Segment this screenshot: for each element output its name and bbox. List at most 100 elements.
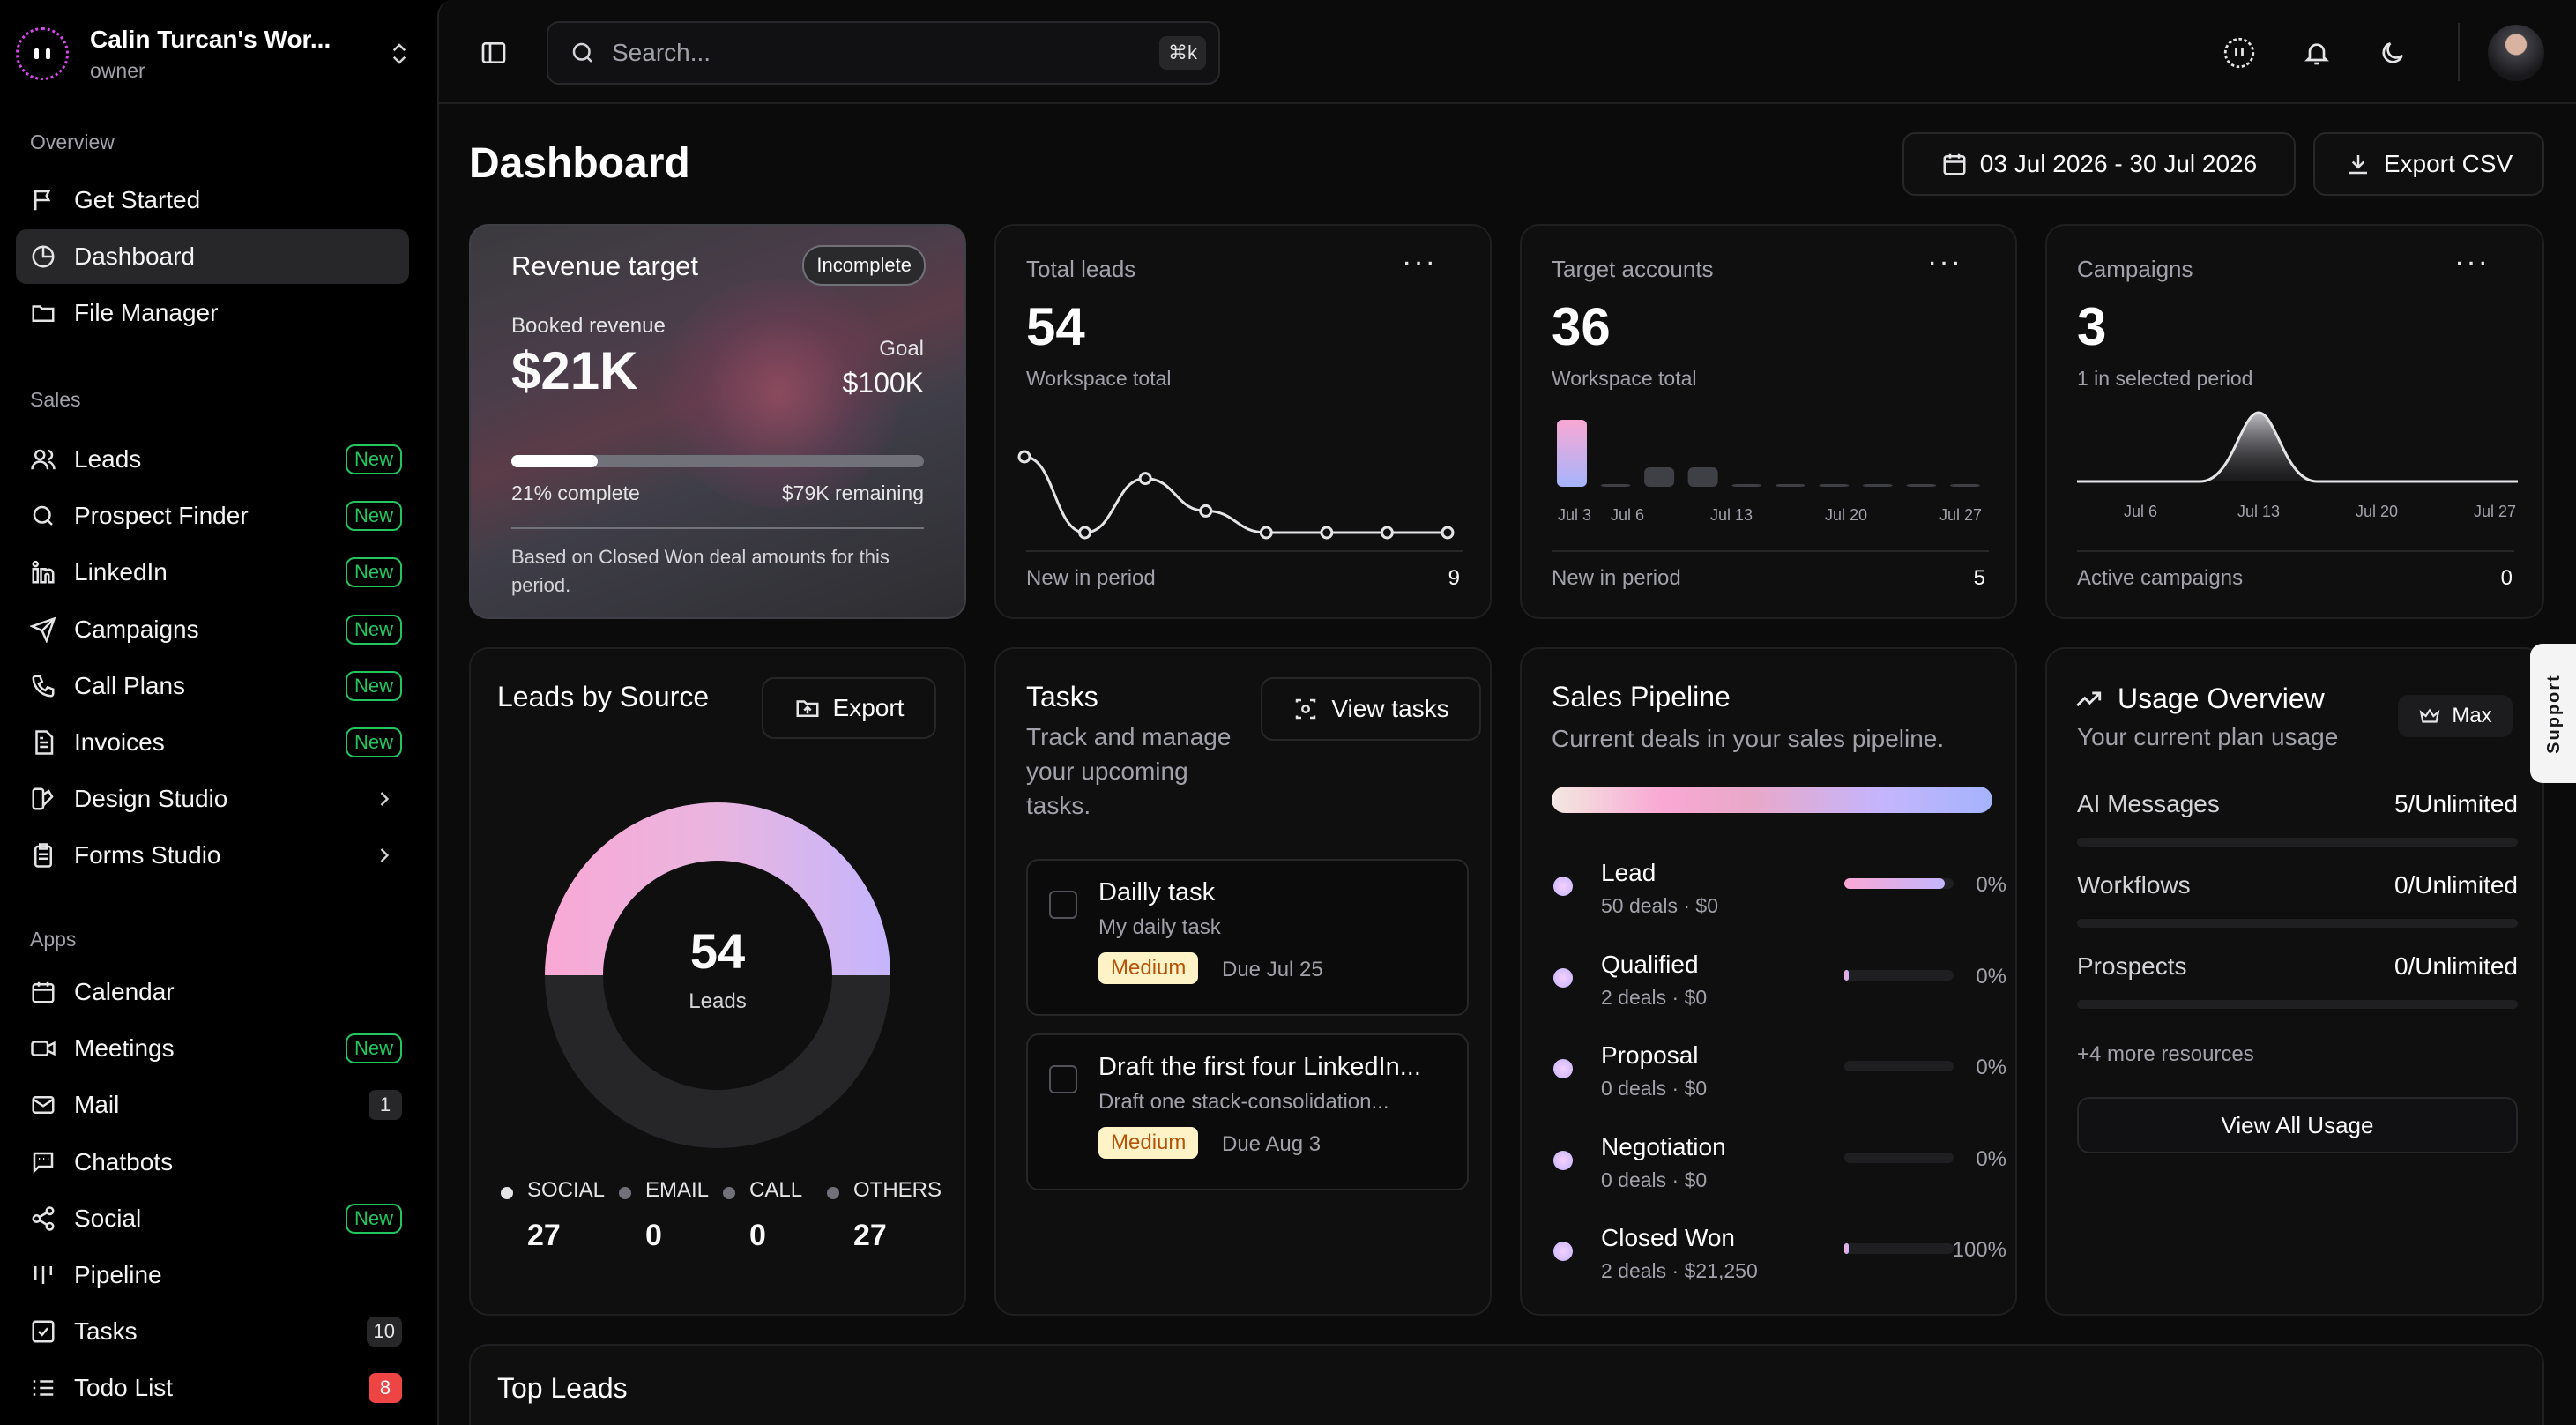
export-csv-button[interactable]: Export CSV xyxy=(2313,132,2544,196)
sidebar-item-pipeline[interactable]: Pipeline xyxy=(16,1248,409,1302)
stage-dot xyxy=(1553,1150,1573,1170)
assistant-button[interactable] xyxy=(2220,34,2259,72)
sidebar-item-label: Tasks xyxy=(74,1317,138,1346)
bar xyxy=(1775,484,1805,487)
new-badge: New xyxy=(345,1203,402,1234)
trending-up-icon xyxy=(2076,691,2102,707)
bar xyxy=(1819,484,1850,487)
task-due: Due Jul 25 xyxy=(1222,958,1323,981)
priority-badge: Medium xyxy=(1098,952,1199,984)
folder-icon xyxy=(32,305,55,323)
bar xyxy=(1950,484,1980,487)
legend-value: 27 xyxy=(527,1219,561,1252)
pipeline-title: Sales Pipeline xyxy=(1552,681,1731,712)
task-due: Due Aug 3 xyxy=(1222,1132,1322,1156)
task-item[interactable]: Draft the first four LinkedIn... Draft o… xyxy=(1026,1033,1469,1190)
notifications-button[interactable] xyxy=(2299,35,2334,71)
total-leads-footer-value: 9 xyxy=(1448,566,1460,590)
sidebar-item-label: Campaigns xyxy=(74,615,199,643)
sidebar-item-meetings[interactable]: Meetings New xyxy=(16,1021,409,1076)
user-avatar[interactable] xyxy=(2488,25,2544,81)
sidebar-item-get-started[interactable]: Get Started xyxy=(16,173,409,228)
usage-bar xyxy=(2077,1000,2518,1009)
calendar-icon xyxy=(1943,153,1966,175)
sidebar-item-social[interactable]: Social New xyxy=(16,1191,409,1246)
pipeline-stage-negotiation[interactable]: Negotiation 0 deals · $0 0% xyxy=(1548,1128,2006,1198)
sidebar-item-todo-list[interactable]: Todo List 8 xyxy=(16,1361,409,1415)
sidebar-toggle-button[interactable] xyxy=(476,35,511,71)
legend-value: 0 xyxy=(749,1219,766,1252)
leads-donut-chart xyxy=(545,802,890,1148)
revenue-target-card: Revenue target Incomplete Booked revenue… xyxy=(469,224,966,619)
priority-badge: Medium xyxy=(1098,1127,1199,1159)
sidebar-item-call-plans[interactable]: Call Plans New xyxy=(16,659,409,713)
video-icon xyxy=(31,1041,56,1056)
revenue-title: Revenue target xyxy=(511,250,698,281)
date-range-picker[interactable]: 03 Jul 2026 - 30 Jul 2026 xyxy=(1902,132,2296,196)
task-item[interactable]: Dailly task My daily task Medium Due Jul… xyxy=(1026,859,1469,1016)
revenue-remaining-text: $79K remaining xyxy=(781,481,924,504)
stage-deals: 2 deals · $21,250 xyxy=(1601,1259,1758,1282)
top-bar: Search... ⌘k xyxy=(439,0,2576,104)
pipeline-stage-proposal[interactable]: Proposal 0 deals · $0 0% xyxy=(1548,1036,2006,1107)
search-bar[interactable]: Search... ⌘k xyxy=(547,21,1220,85)
file-text-icon xyxy=(35,730,54,755)
usage-value: 0/Unlimited xyxy=(2394,952,2518,980)
target-accounts-label: Target accounts xyxy=(1552,256,1714,282)
sidebar-item-tasks[interactable]: Tasks 10 xyxy=(16,1304,409,1359)
sidebar-item-calendar[interactable]: Calendar xyxy=(16,965,409,1019)
new-badge: New xyxy=(345,614,402,645)
more-icon[interactable]: ··· xyxy=(2454,245,2490,279)
target-accounts-footer-label: New in period xyxy=(1552,566,1681,590)
workspace-name: Calin Turcan's Wor... xyxy=(90,25,331,53)
theme-toggle-button[interactable] xyxy=(2375,35,2410,71)
export-button[interactable]: Export xyxy=(762,677,936,739)
new-badge: New xyxy=(345,727,402,757)
sidebar-item-forms-studio[interactable]: Forms Studio xyxy=(16,828,409,883)
top-leads-card: Top Leads xyxy=(469,1344,2544,1425)
sidebar-item-chatbots[interactable]: Chatbots xyxy=(16,1135,409,1190)
support-tab[interactable]: Support xyxy=(2530,644,2576,783)
line-point xyxy=(1259,526,1273,540)
main-content: Search... ⌘k Dashboard 03 Jul 2026 - 30 … xyxy=(437,0,2576,1425)
pipeline-stage-closed-won[interactable]: Closed Won 2 deals · $21,250 100% xyxy=(1548,1219,2006,1289)
goal-label: Goal xyxy=(879,337,924,361)
sidebar-item-dashboard[interactable]: Dashboard xyxy=(16,229,409,285)
more-icon[interactable]: ··· xyxy=(1927,245,1962,279)
sidebar-item-prospect-finder[interactable]: Prospect Finder New xyxy=(16,489,409,543)
sidebar-item-label: Call Plans xyxy=(74,671,186,699)
search-icon xyxy=(33,505,53,526)
sidebar-item-campaigns[interactable]: Campaigns New xyxy=(16,602,409,657)
sidebar-item-invoices[interactable]: Invoices New xyxy=(16,715,409,770)
sidebar-item-file-manager[interactable]: File Manager xyxy=(16,286,409,340)
view-all-usage-button[interactable]: View All Usage xyxy=(2077,1097,2518,1153)
more-icon[interactable]: ··· xyxy=(1402,245,1437,279)
sidebar-item-design-studio[interactable]: Design Studio xyxy=(16,772,409,826)
task-checkbox[interactable] xyxy=(1049,891,1077,919)
pipeline-stage-lead[interactable]: Lead 50 deals · $0 0% xyxy=(1548,854,2006,924)
usage-value: 5/Unlimited xyxy=(2394,790,2518,817)
task-checkbox[interactable] xyxy=(1049,1065,1077,1093)
sidebar-item-mail[interactable]: Mail 1 xyxy=(16,1078,409,1132)
pipeline-stage-qualified[interactable]: Qualified 2 deals · $0 0% xyxy=(1548,945,2006,1016)
legend-value: 27 xyxy=(853,1219,887,1252)
workspace-switcher[interactable]: Calin Turcan's Wor... owner xyxy=(16,14,413,93)
stage-percent: 100% xyxy=(1952,1238,2006,1262)
view-tasks-button[interactable]: View tasks xyxy=(1261,677,1481,741)
sidebar-item-linkedin[interactable]: LinkedIn New xyxy=(16,545,409,600)
total-leads-value: 54 xyxy=(1026,297,1085,356)
usage-row: AI Messages 5/Unlimited xyxy=(2077,790,2518,847)
sidebar-item-leads[interactable]: Leads New xyxy=(16,432,409,487)
stage-progress-bar xyxy=(1844,1061,1954,1071)
line-point xyxy=(1380,526,1394,540)
total-leads-sub: Workspace total xyxy=(1026,367,1172,390)
export-csv-label: Export CSV xyxy=(2383,150,2513,177)
new-badge: New xyxy=(345,670,402,701)
legend-dot xyxy=(827,1187,839,1199)
sidebar-item-label: Forms Studio xyxy=(74,841,221,869)
download-icon xyxy=(2349,155,2367,175)
stage-name: Lead xyxy=(1601,859,1657,886)
plan-label: Max xyxy=(2452,704,2492,727)
bar xyxy=(1600,484,1631,487)
pipeline-subtitle: Current deals in your sales pipeline. xyxy=(1552,725,1945,752)
